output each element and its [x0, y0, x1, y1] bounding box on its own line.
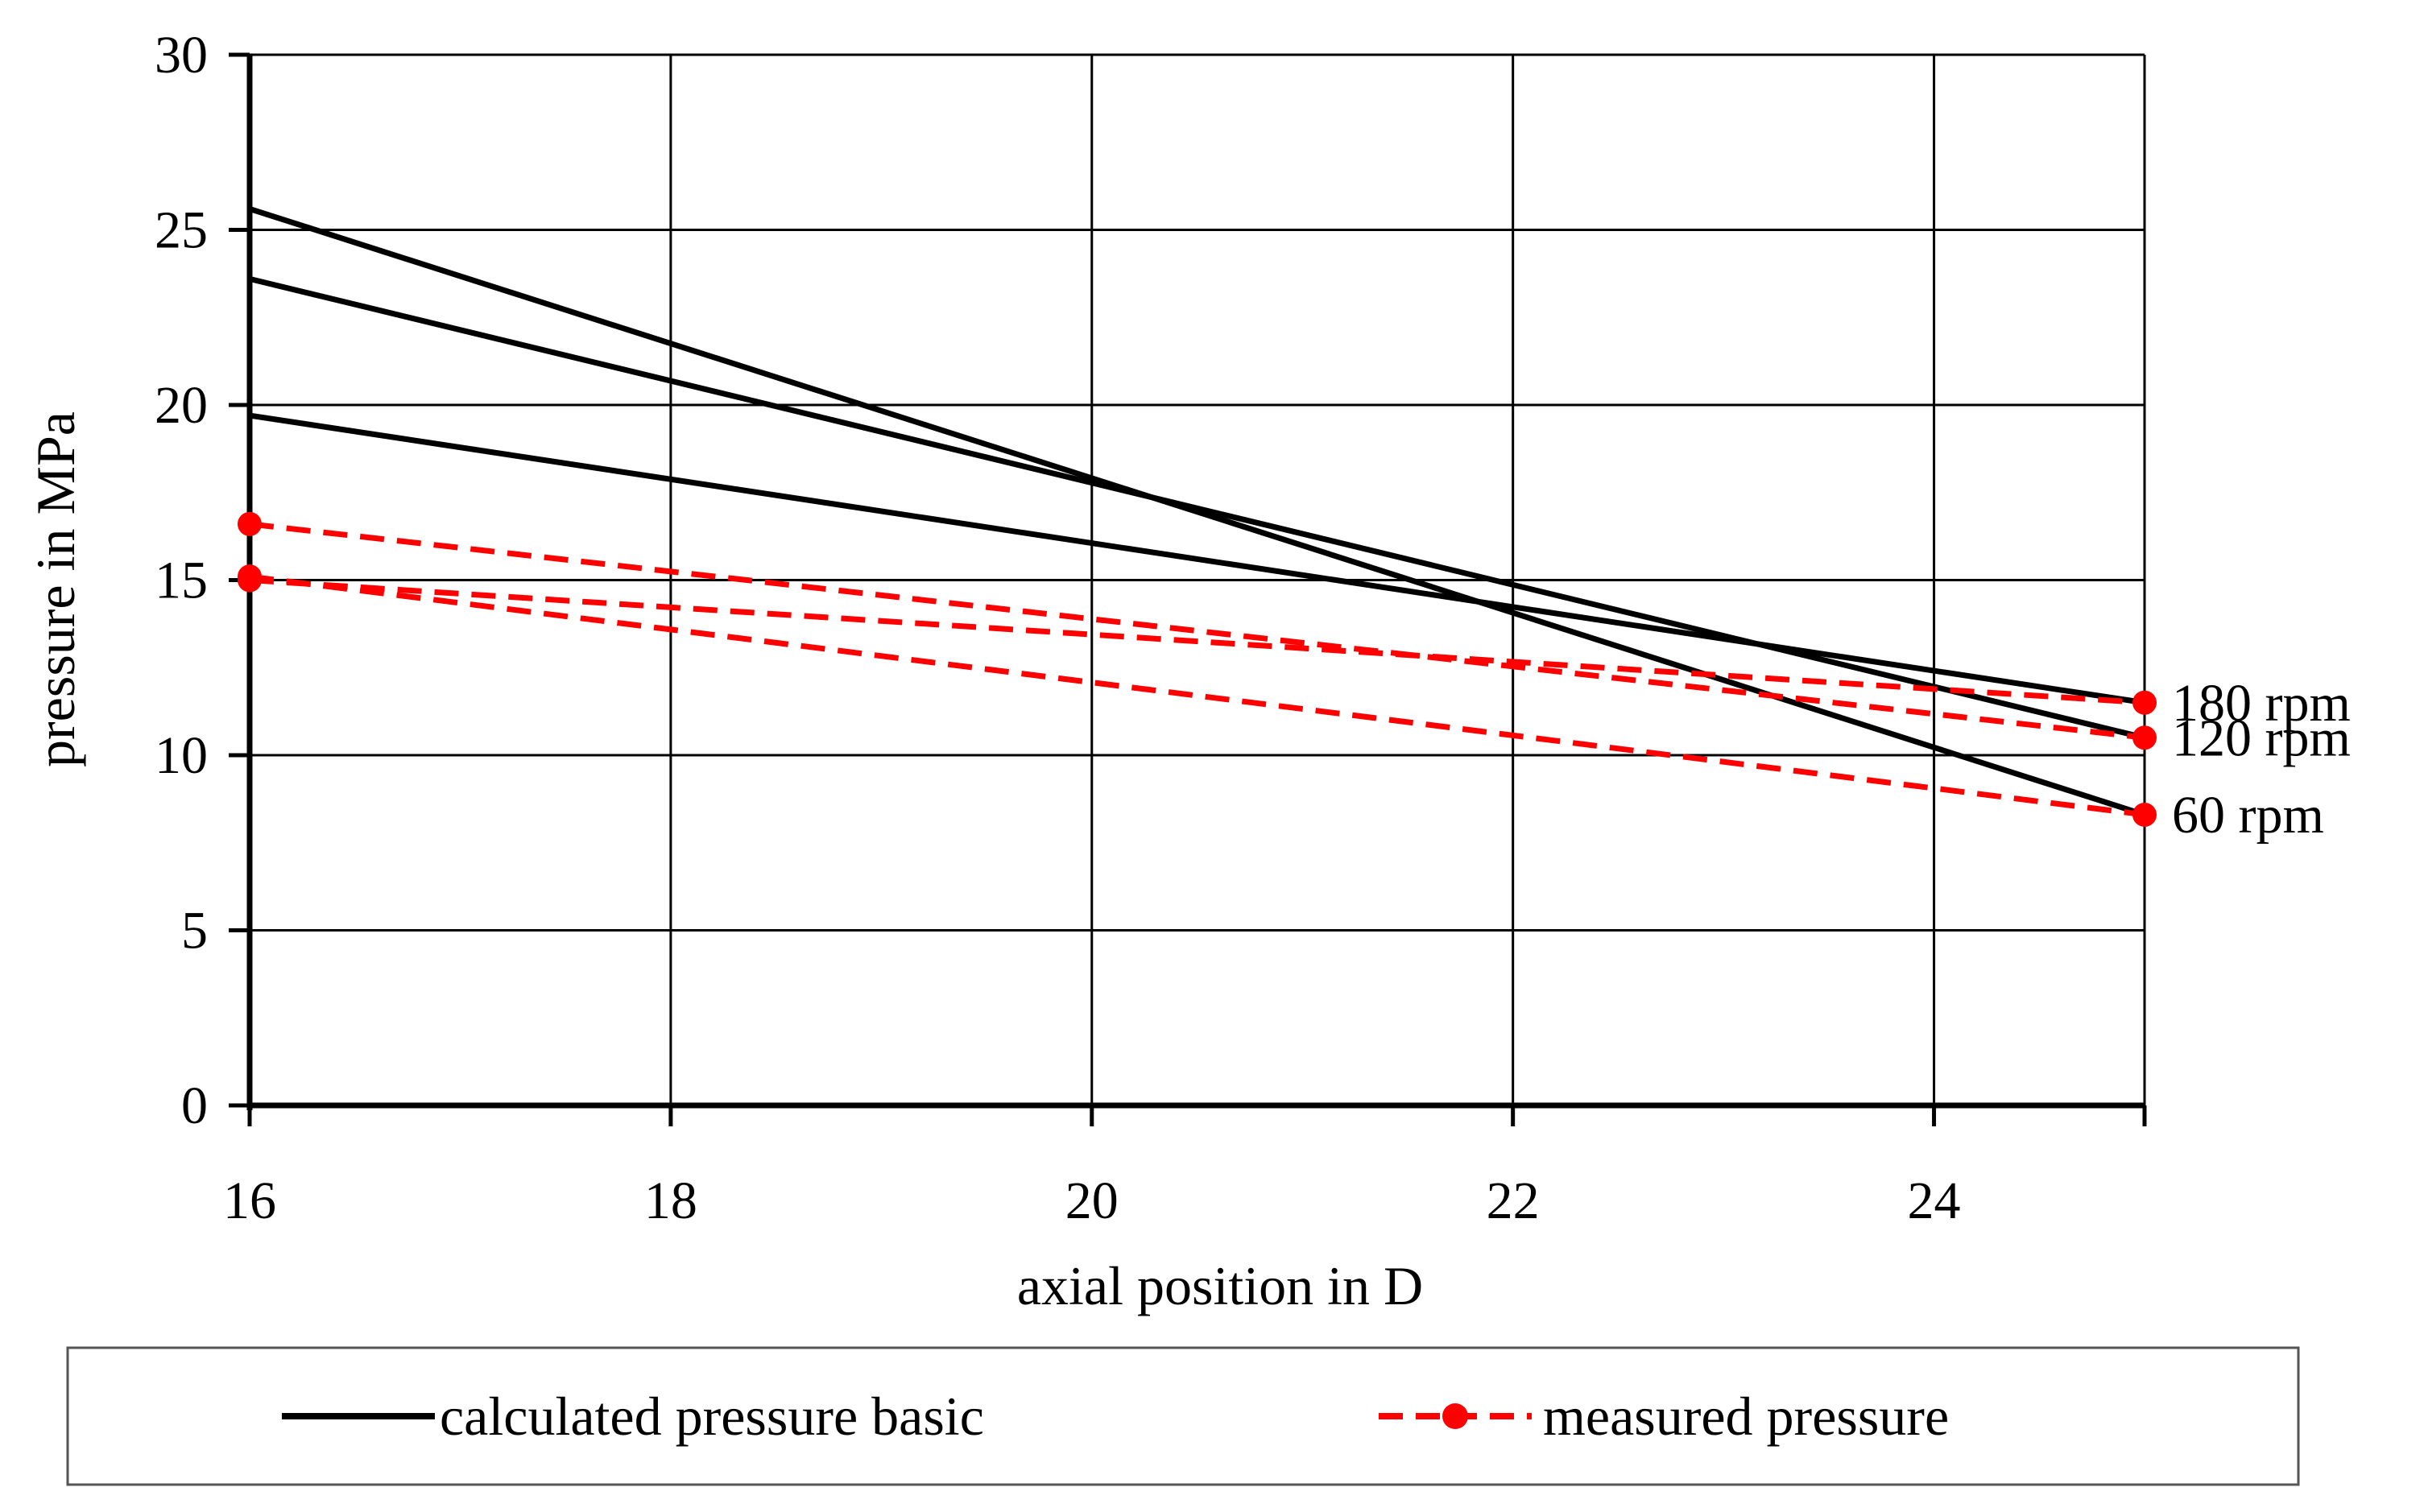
pressure-chart: 05101520253016 18 20 22 24180 rpm120 rpm60 r…	[0, 0, 2424, 1512]
series-point-measured-60-rpm-1	[2132, 803, 2157, 827]
annotation-120-rpm: 120 rpm	[2172, 708, 2351, 767]
y-tick-label-15: 15	[155, 552, 208, 610]
x-tick-label-18: 18	[644, 1171, 697, 1230]
y-tick-label-30: 30	[155, 26, 208, 85]
x-axis-title: axial position in D	[1017, 1255, 1423, 1316]
x-tick-label-20: 20	[1065, 1171, 1119, 1230]
y-tick-label-25: 25	[155, 201, 208, 260]
y-tick-label-0: 0	[181, 1076, 208, 1135]
x-tick-label-16: 16	[223, 1171, 276, 1230]
legend: calculated pressure basic measured press…	[68, 1348, 2298, 1485]
x-tick-label-24: 24	[1908, 1171, 1961, 1230]
legend-label-calculated: calculated pressure basic	[440, 1386, 984, 1447]
y-tick-label-10: 10	[155, 726, 208, 785]
y-axis-title: pressure in MPa	[25, 411, 86, 767]
series-point-measured-120-rpm-0	[238, 512, 262, 536]
annotation-60-rpm: 60 rpm	[2172, 786, 2324, 845]
series-point-measured-120-rpm-1	[2132, 725, 2157, 750]
series-point-measured-180-rpm-0	[238, 568, 262, 593]
y-tick-label-20: 20	[155, 376, 208, 435]
y-tick-label-5: 5	[181, 902, 208, 960]
series-point-measured-180-rpm-1	[2132, 691, 2157, 715]
legend-marker-measured	[1442, 1403, 1468, 1429]
x-tick-label-22: 22	[1487, 1171, 1540, 1230]
legend-label-measured: measured pressure	[1543, 1386, 1949, 1447]
